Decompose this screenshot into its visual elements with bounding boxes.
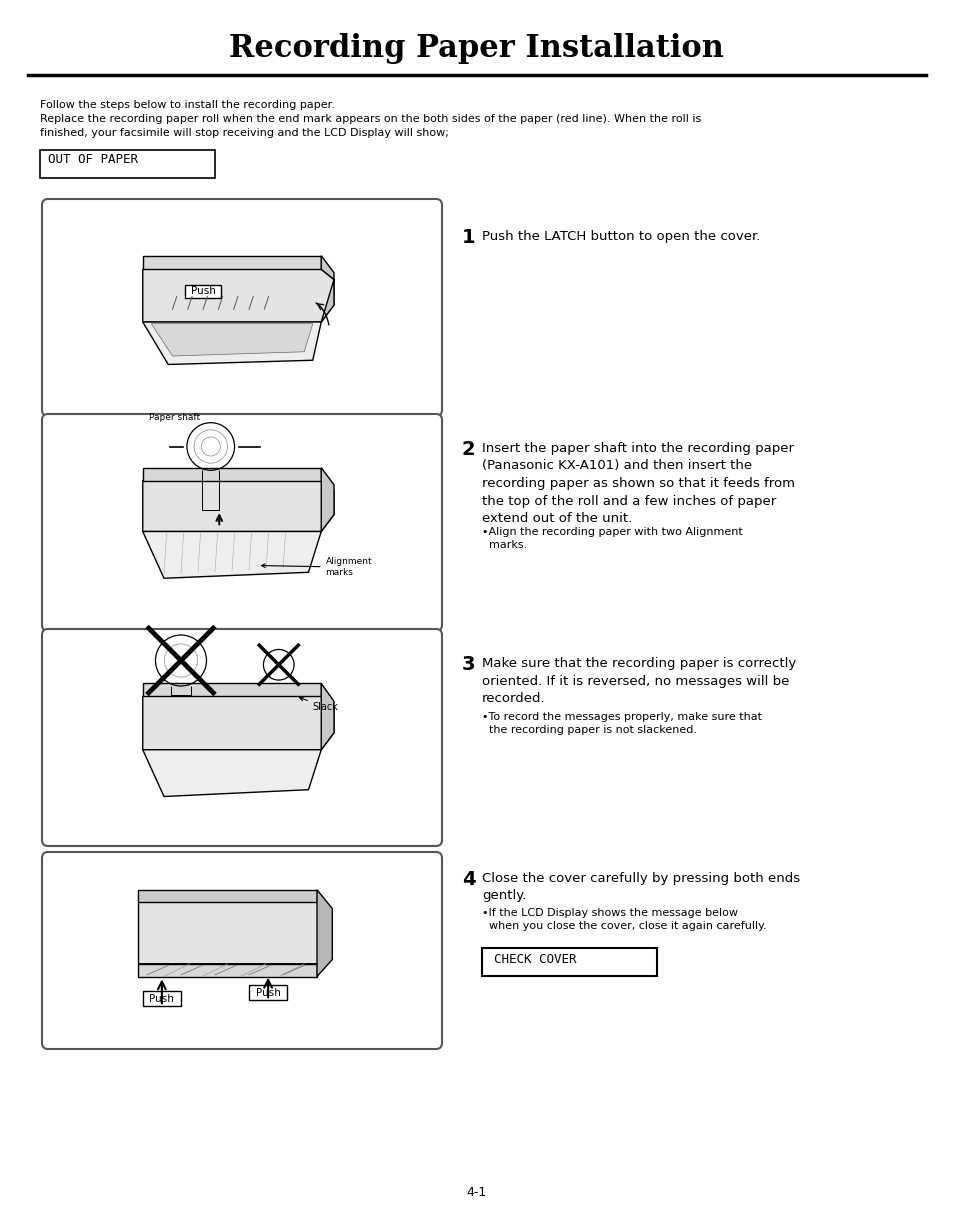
Bar (249, 985, 287, 1000)
Polygon shape (143, 532, 321, 578)
Text: 3: 3 (461, 654, 475, 674)
Text: •If the LCD Display shows the message below
  when you close the cover, close it: •If the LCD Display shows the message be… (481, 908, 766, 931)
Text: Insert the paper shaft into the recording paper
(Panasonic KX-A101) and then ins: Insert the paper shaft into the recordin… (481, 442, 794, 525)
Polygon shape (143, 480, 334, 532)
Polygon shape (143, 696, 334, 750)
Polygon shape (321, 468, 334, 532)
Text: Push the LATCH button to open the cover.: Push the LATCH button to open the cover. (481, 230, 760, 242)
Polygon shape (138, 890, 316, 902)
Polygon shape (321, 684, 334, 750)
Text: Slack: Slack (299, 697, 338, 713)
Text: Push: Push (191, 286, 215, 297)
Polygon shape (143, 256, 321, 269)
Bar (143, 991, 181, 1006)
Text: OUT OF PAPER: OUT OF PAPER (48, 153, 138, 166)
Text: 4: 4 (461, 870, 476, 888)
Text: Make sure that the recording paper is correctly
oriented. If it is reversed, no : Make sure that the recording paper is co… (481, 657, 796, 705)
Polygon shape (316, 890, 332, 977)
Text: •To record the messages properly, make sure that
  the recording paper is not sl: •To record the messages properly, make s… (481, 711, 761, 736)
Text: Replace the recording paper roll when the end mark appears on the both sides of : Replace the recording paper roll when th… (40, 114, 700, 124)
Text: Close the cover carefully by pressing both ends
gently.: Close the cover carefully by pressing bo… (481, 871, 800, 903)
FancyBboxPatch shape (42, 629, 441, 846)
Text: Recording Paper Installation: Recording Paper Installation (230, 33, 723, 63)
Polygon shape (138, 964, 316, 977)
Polygon shape (143, 684, 321, 696)
Text: 4-1: 4-1 (466, 1187, 487, 1200)
Text: Push: Push (255, 988, 280, 997)
Text: 2: 2 (461, 440, 476, 459)
Text: finished, your facsimile will stop receiving and the LCD Display will show;: finished, your facsimile will stop recei… (40, 128, 449, 138)
Text: Push: Push (150, 994, 174, 1004)
FancyBboxPatch shape (42, 852, 441, 1050)
Polygon shape (143, 322, 321, 365)
Polygon shape (138, 902, 332, 964)
Text: Follow the steps below to install the recording paper.: Follow the steps below to install the re… (40, 101, 335, 110)
Bar (481, 948, 657, 976)
Bar (40, 150, 214, 178)
Polygon shape (152, 324, 313, 356)
Text: •Align the recording paper with two Alignment
  marks.: •Align the recording paper with two Alig… (481, 527, 742, 550)
FancyBboxPatch shape (42, 415, 441, 631)
Bar (185, 285, 221, 298)
Text: Paper shaft: Paper shaft (149, 412, 199, 422)
Polygon shape (143, 750, 321, 796)
Text: 1: 1 (461, 228, 476, 247)
Text: Alignment
marks: Alignment marks (261, 558, 372, 577)
Polygon shape (143, 468, 321, 480)
Text: CHECK COVER: CHECK COVER (494, 953, 576, 966)
Polygon shape (321, 256, 334, 322)
FancyBboxPatch shape (42, 199, 441, 416)
Polygon shape (143, 269, 334, 322)
